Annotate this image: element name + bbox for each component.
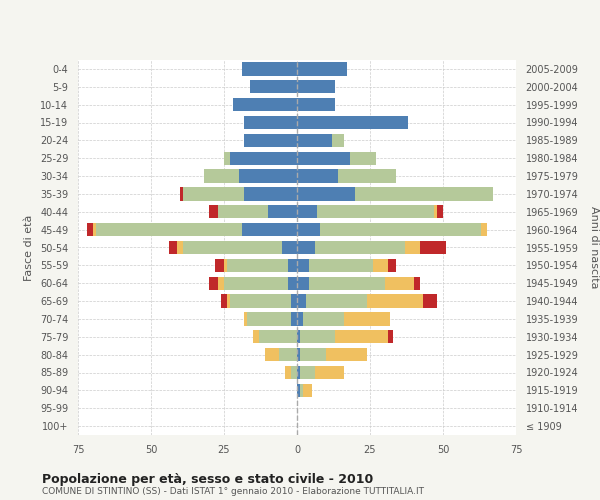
Bar	[242, 223, 297, 236]
Bar	[169, 241, 177, 254]
Bar	[224, 258, 227, 272]
Bar	[244, 187, 297, 200]
Bar	[268, 205, 297, 218]
Bar	[227, 294, 230, 308]
Bar	[259, 330, 297, 344]
Bar	[230, 294, 291, 308]
Bar	[297, 98, 335, 112]
Bar	[297, 62, 347, 76]
Bar	[209, 205, 218, 218]
Bar	[300, 384, 303, 397]
Bar	[306, 294, 367, 308]
Bar	[87, 223, 92, 236]
Bar	[297, 384, 300, 397]
Bar	[297, 241, 314, 254]
Bar	[373, 258, 388, 272]
Bar	[388, 258, 396, 272]
Bar	[265, 348, 280, 362]
Bar	[320, 223, 481, 236]
Bar	[218, 205, 268, 218]
Text: COMUNE DI STINTINO (SS) - Dati ISTAT 1° gennaio 2010 - Elaborazione TUTTITALIA.I: COMUNE DI STINTINO (SS) - Dati ISTAT 1° …	[42, 488, 424, 496]
Bar	[297, 80, 335, 94]
Bar	[180, 187, 183, 200]
Bar	[335, 330, 388, 344]
Bar	[297, 330, 300, 344]
Bar	[297, 187, 355, 200]
Bar	[297, 116, 408, 129]
Bar	[244, 116, 297, 129]
Bar	[297, 170, 338, 183]
Bar	[247, 312, 291, 326]
Bar	[303, 384, 311, 397]
Bar	[221, 294, 227, 308]
Bar	[300, 330, 335, 344]
Bar	[367, 294, 422, 308]
Bar	[308, 258, 373, 272]
Bar	[297, 348, 300, 362]
Bar	[291, 366, 297, 379]
Bar	[92, 223, 95, 236]
Bar	[308, 276, 385, 290]
Bar	[303, 312, 344, 326]
Bar	[297, 152, 350, 165]
Bar	[317, 205, 434, 218]
Bar	[314, 241, 405, 254]
Bar	[405, 241, 419, 254]
Bar	[209, 276, 218, 290]
Y-axis label: Fasce di età: Fasce di età	[25, 214, 34, 280]
Bar	[244, 312, 247, 326]
Bar	[437, 205, 443, 218]
Bar	[183, 241, 283, 254]
Bar	[297, 258, 308, 272]
Bar	[253, 330, 259, 344]
Bar	[286, 366, 291, 379]
Bar	[244, 134, 297, 147]
Bar	[385, 276, 414, 290]
Bar	[350, 152, 376, 165]
Bar	[314, 366, 344, 379]
Bar	[414, 276, 419, 290]
Bar	[300, 366, 314, 379]
Bar	[291, 294, 297, 308]
Bar	[224, 276, 288, 290]
Bar	[297, 366, 300, 379]
Bar	[344, 312, 391, 326]
Bar	[203, 170, 239, 183]
Y-axis label: Anni di nascita: Anni di nascita	[589, 206, 599, 289]
Bar	[297, 294, 306, 308]
Bar	[297, 223, 320, 236]
Bar	[297, 312, 303, 326]
Bar	[388, 330, 394, 344]
Bar	[338, 170, 396, 183]
Bar	[239, 170, 297, 183]
Bar	[230, 152, 297, 165]
Bar	[177, 241, 183, 254]
Bar	[215, 258, 224, 272]
Bar	[227, 258, 288, 272]
Bar	[183, 187, 244, 200]
Bar	[95, 223, 242, 236]
Bar	[283, 241, 297, 254]
Bar	[332, 134, 344, 147]
Bar	[288, 276, 297, 290]
Bar	[297, 205, 317, 218]
Bar	[297, 276, 308, 290]
Bar	[233, 98, 297, 112]
Bar	[250, 80, 297, 94]
Bar	[355, 187, 493, 200]
Bar	[326, 348, 367, 362]
Bar	[218, 276, 224, 290]
Bar	[419, 241, 446, 254]
Bar	[434, 205, 437, 218]
Bar	[242, 62, 297, 76]
Bar	[422, 294, 437, 308]
Bar	[288, 258, 297, 272]
Bar	[297, 134, 332, 147]
Bar	[291, 312, 297, 326]
Bar	[280, 348, 297, 362]
Text: Popolazione per età, sesso e stato civile - 2010: Popolazione per età, sesso e stato civil…	[42, 472, 373, 486]
Bar	[224, 152, 230, 165]
Bar	[300, 348, 326, 362]
Bar	[481, 223, 487, 236]
